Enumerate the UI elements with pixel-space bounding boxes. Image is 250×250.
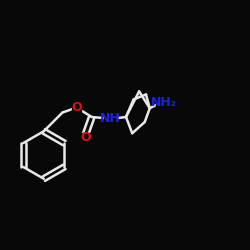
Text: O: O bbox=[80, 131, 91, 144]
Bar bbox=[156, 97, 172, 107]
Text: NH: NH bbox=[100, 112, 121, 125]
Text: NH₂: NH₂ bbox=[151, 96, 177, 108]
Bar bbox=[81, 133, 90, 142]
Bar bbox=[104, 113, 118, 124]
Text: O: O bbox=[71, 101, 82, 114]
Bar bbox=[72, 103, 81, 112]
